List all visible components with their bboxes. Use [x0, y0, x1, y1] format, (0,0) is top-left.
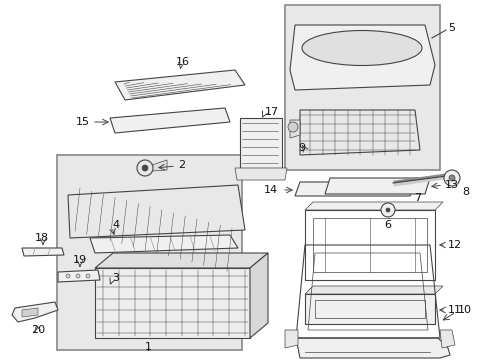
Bar: [57, 155, 242, 350]
Ellipse shape: [302, 31, 422, 66]
Polygon shape: [325, 178, 430, 194]
Bar: [95, 268, 250, 338]
Polygon shape: [296, 338, 450, 358]
Polygon shape: [68, 185, 245, 238]
Text: 18: 18: [35, 233, 49, 243]
Text: 20: 20: [31, 325, 45, 335]
Polygon shape: [12, 302, 58, 322]
Polygon shape: [295, 182, 415, 196]
Polygon shape: [290, 120, 300, 138]
Polygon shape: [115, 70, 245, 100]
Polygon shape: [152, 160, 167, 171]
Polygon shape: [90, 235, 238, 253]
Polygon shape: [440, 330, 455, 348]
Bar: [305, 210, 435, 280]
Text: 6: 6: [385, 220, 392, 230]
Circle shape: [386, 208, 390, 212]
Bar: [313, 218, 427, 272]
Polygon shape: [95, 253, 268, 268]
Text: 8: 8: [462, 187, 469, 197]
Polygon shape: [235, 168, 287, 180]
Text: 7: 7: [415, 193, 421, 203]
Text: 1: 1: [145, 342, 151, 352]
Text: 12: 12: [448, 240, 462, 250]
Polygon shape: [285, 330, 298, 348]
Polygon shape: [22, 308, 38, 317]
Text: 5: 5: [448, 23, 455, 33]
Text: 2: 2: [178, 160, 185, 170]
Circle shape: [142, 165, 148, 171]
Polygon shape: [305, 202, 443, 210]
Text: 3: 3: [112, 273, 119, 283]
Text: 13: 13: [445, 180, 459, 190]
Text: 14: 14: [264, 185, 278, 195]
Circle shape: [449, 175, 455, 181]
Bar: [240, 118, 282, 168]
Circle shape: [381, 203, 395, 217]
Circle shape: [66, 274, 70, 278]
Text: 9: 9: [298, 143, 305, 153]
Text: 16: 16: [176, 57, 190, 67]
Circle shape: [76, 274, 80, 278]
Circle shape: [86, 274, 90, 278]
Text: 19: 19: [73, 255, 87, 265]
Polygon shape: [290, 25, 435, 90]
Bar: [305, 294, 435, 324]
Text: 10: 10: [458, 305, 472, 315]
Bar: [315, 300, 425, 318]
Circle shape: [288, 122, 298, 132]
Polygon shape: [305, 286, 443, 294]
Polygon shape: [250, 253, 268, 338]
Text: 15: 15: [76, 117, 90, 127]
Polygon shape: [300, 110, 420, 155]
Polygon shape: [22, 248, 64, 256]
Circle shape: [444, 170, 460, 186]
Polygon shape: [110, 108, 230, 133]
Text: 11: 11: [448, 305, 462, 315]
Polygon shape: [58, 270, 100, 282]
Text: 17: 17: [265, 107, 279, 117]
Bar: [285, 5, 440, 170]
Text: 4: 4: [112, 220, 119, 230]
Circle shape: [137, 160, 153, 176]
